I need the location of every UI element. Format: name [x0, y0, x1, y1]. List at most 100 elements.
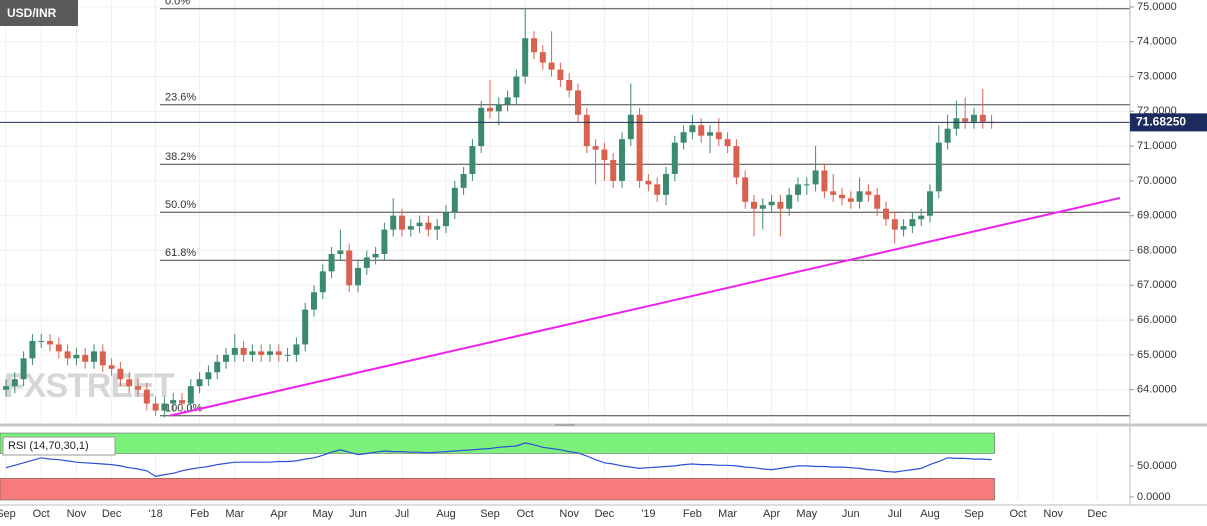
- candle-body: [451, 187, 458, 213]
- fib-label: 38.2%: [165, 151, 196, 163]
- x-tick-label: Dec: [1087, 508, 1107, 520]
- candle-body: [381, 229, 388, 254]
- candle-body: [627, 114, 634, 140]
- candle-body: [821, 170, 828, 192]
- candle-body: [82, 354, 89, 362]
- fib-label: 100.0%: [165, 403, 203, 415]
- fib-label: 0.0%: [165, 0, 190, 8]
- candle-body: [707, 132, 713, 136]
- candle-body: [355, 267, 361, 286]
- x-tick-label: Oct: [33, 508, 50, 520]
- x-tick-label: Mar: [225, 508, 244, 520]
- candle-body: [636, 114, 643, 181]
- candle-body: [11, 379, 18, 387]
- x-tick-label: Oct: [517, 508, 534, 520]
- candle-body: [619, 139, 625, 181]
- x-tick-label: Jun: [349, 508, 367, 520]
- y-tick-label: 74.0000: [1137, 36, 1177, 48]
- x-tick-label: Feb: [190, 508, 209, 520]
- candle-body: [223, 354, 229, 362]
- candle-body: [363, 257, 370, 268]
- rsi-line: [5, 442, 992, 478]
- x-tick-label: Aug: [920, 508, 940, 520]
- x-tick-label: Oct: [1009, 508, 1026, 520]
- candle-body: [161, 403, 168, 411]
- title-box: [0, 0, 78, 26]
- y-tick-label: 65.0000: [1137, 349, 1177, 361]
- last-price-label: 71.68250: [1136, 115, 1186, 129]
- x-tick-label: Jun: [842, 508, 860, 520]
- x-tick-label: Sep: [964, 508, 984, 520]
- candle-body: [337, 250, 344, 254]
- candle-body: [399, 215, 405, 230]
- candle-body: [258, 351, 265, 355]
- candle-body: [135, 386, 141, 390]
- candle-body: [971, 114, 977, 122]
- y-tick-label: 70.0000: [1137, 175, 1177, 187]
- candle-body: [214, 361, 221, 373]
- candle-body: [847, 198, 854, 202]
- candle-body: [47, 340, 53, 345]
- candle-body: [715, 132, 722, 140]
- candle-body: [293, 344, 300, 355]
- rsi-label-box: [2, 436, 116, 456]
- candle-body: [777, 201, 784, 209]
- candle-body: [909, 219, 916, 227]
- candle-body: [768, 201, 775, 206]
- candle-body: [751, 201, 757, 209]
- candle-body: [759, 205, 766, 209]
- candle-body: [645, 180, 652, 185]
- candle-body: [874, 194, 881, 209]
- candle-body: [152, 403, 159, 411]
- candle-body: [927, 191, 933, 216]
- candle-body: [839, 194, 845, 199]
- candle-body: [724, 139, 731, 147]
- upper-band: [0, 432, 995, 454]
- candle-body: [249, 351, 256, 355]
- candle-body: [196, 379, 203, 387]
- candle-body: [38, 340, 45, 342]
- candle-body: [883, 208, 889, 220]
- candle-body: [302, 309, 309, 345]
- candle-body: [205, 372, 212, 380]
- last-price-box: [1130, 113, 1207, 132]
- candle-body: [372, 253, 379, 258]
- candle-body: [610, 160, 617, 181]
- candle-body: [267, 351, 273, 355]
- x-tick-label: Nov: [67, 508, 87, 520]
- candle-body: [73, 354, 80, 359]
- y-tick-label: 66.0000: [1137, 314, 1177, 326]
- candle-body: [654, 184, 661, 195]
- candle-body: [513, 76, 520, 98]
- candle-body: [20, 358, 27, 380]
- candle-body: [434, 226, 441, 230]
- candle-body: [566, 80, 573, 91]
- rsi-label: RSI (14,70,30,1): [8, 440, 89, 452]
- candle-body: [539, 52, 546, 63]
- x-tick-label: Nov: [1043, 508, 1063, 520]
- y-tick-label: 75.0000: [1137, 1, 1177, 13]
- candle-body: [786, 194, 793, 209]
- candle-body: [601, 149, 608, 161]
- candle-body: [689, 125, 696, 133]
- candle-body: [557, 69, 564, 81]
- x-tick-label: May: [796, 508, 817, 520]
- grid: [0, 0, 1130, 501]
- y-tick-label: 73.0000: [1137, 70, 1177, 82]
- x-tick-label: Mar: [718, 508, 737, 520]
- x-tick-label: Jul: [395, 508, 409, 520]
- candle-body: [742, 177, 749, 202]
- x-tick-label: Apr: [763, 508, 780, 520]
- candle-body: [891, 219, 898, 230]
- candle-body: [443, 212, 449, 227]
- candle-body: [680, 132, 687, 143]
- candle-body: [979, 114, 986, 122]
- candle-body: [592, 146, 599, 150]
- x-tick-label: Nov: [559, 508, 579, 520]
- candle-body: [311, 292, 317, 310]
- rsi-y-tick-label: 50.0000: [1137, 460, 1177, 472]
- candle-body: [583, 114, 590, 147]
- candle-body: [284, 354, 291, 356]
- candle-body: [29, 340, 36, 359]
- candle-body: [319, 271, 326, 293]
